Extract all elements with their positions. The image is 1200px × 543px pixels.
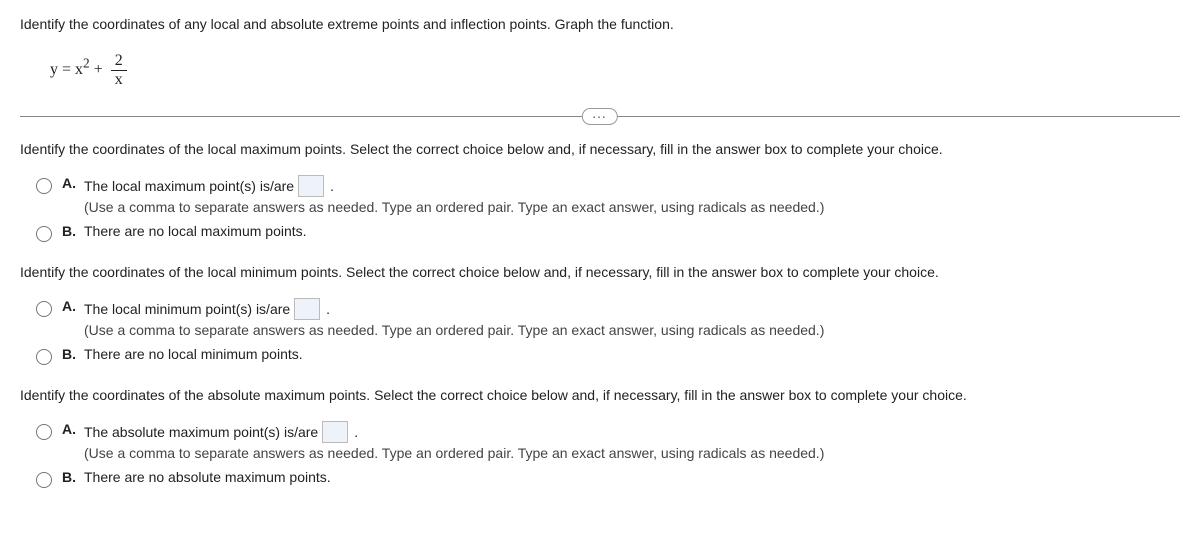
expand-pill[interactable]: ...: [582, 108, 618, 125]
period: .: [330, 178, 334, 194]
q3-a-answer-input[interactable]: [322, 421, 348, 443]
option-letter-b: B.: [62, 469, 76, 485]
formula-prefix: y = x: [50, 61, 83, 78]
q2-a-hint: (Use a comma to separate answers as need…: [84, 322, 824, 338]
separator: ...: [20, 116, 1180, 117]
option-letter-a: A.: [62, 175, 76, 191]
question-intro: Identify the coordinates of any local an…: [20, 16, 1180, 32]
q3-option-a[interactable]: A. The absolute maximum point(s) is/are …: [20, 417, 1180, 465]
q1-a-text: The local maximum point(s) is/are: [84, 178, 294, 194]
q3-b-text: There are no absolute maximum points.: [84, 469, 331, 485]
q1-radio-a[interactable]: [36, 178, 52, 194]
q1-prompt: Identify the coordinates of the local ma…: [20, 141, 1180, 157]
formula-power: 2: [83, 55, 90, 70]
fraction-den: x: [111, 71, 127, 89]
q2-option-a[interactable]: A. The local minimum point(s) is/are . (…: [20, 294, 1180, 342]
formula-fraction: 2x: [111, 52, 127, 88]
formula-plus: +: [90, 61, 107, 78]
formula-display: y = x2 + 2x: [20, 46, 1180, 106]
q3-radio-a[interactable]: [36, 424, 52, 440]
q1-option-b[interactable]: B. There are no local maximum points.: [20, 219, 1180, 246]
q1-a-answer-input[interactable]: [298, 175, 324, 197]
fraction-num: 2: [111, 52, 127, 71]
q1-option-a[interactable]: A. The local maximum point(s) is/are . (…: [20, 171, 1180, 219]
q2-option-b[interactable]: B. There are no local minimum points.: [20, 342, 1180, 369]
q3-option-b[interactable]: B. There are no absolute maximum points.: [20, 465, 1180, 492]
period: .: [354, 424, 358, 440]
q3-a-text: The absolute maximum point(s) is/are: [84, 424, 318, 440]
q3-radio-b[interactable]: [36, 472, 52, 488]
q2-b-text: There are no local minimum points.: [84, 346, 303, 362]
option-letter-a: A.: [62, 298, 76, 314]
q1-b-text: There are no local maximum points.: [84, 223, 307, 239]
option-letter-b: B.: [62, 223, 76, 239]
period: .: [326, 301, 330, 317]
option-letter-b: B.: [62, 346, 76, 362]
option-letter-a: A.: [62, 421, 76, 437]
q2-a-text: The local minimum point(s) is/are: [84, 301, 290, 317]
q1-a-hint: (Use a comma to separate answers as need…: [84, 199, 824, 215]
q1-radio-b[interactable]: [36, 226, 52, 242]
q2-a-answer-input[interactable]: [294, 298, 320, 320]
q2-radio-b[interactable]: [36, 349, 52, 365]
q2-prompt: Identify the coordinates of the local mi…: [20, 264, 1180, 280]
q2-radio-a[interactable]: [36, 301, 52, 317]
q3-a-hint: (Use a comma to separate answers as need…: [84, 445, 824, 461]
q3-prompt: Identify the coordinates of the absolute…: [20, 387, 1180, 403]
